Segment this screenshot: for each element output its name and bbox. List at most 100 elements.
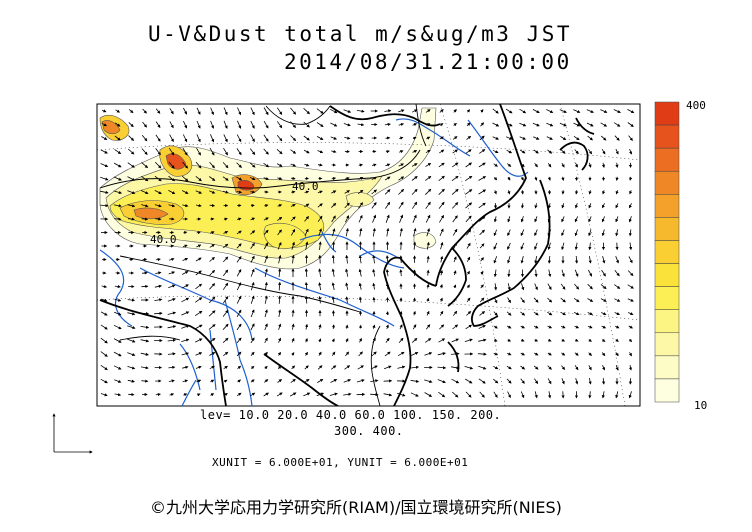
wind-arrow [627, 109, 635, 113]
chart-title: U-V&Dust total m/s&ug/m3 JST [148, 22, 573, 46]
wind-arrow [303, 108, 310, 115]
wind-arrow [505, 122, 513, 127]
wind-arrow [493, 242, 498, 250]
wind-arrow [425, 201, 431, 209]
wind-arrow [113, 338, 122, 343]
wind-arrow [465, 162, 473, 168]
wind-arrow [561, 242, 565, 251]
wind-arrow [209, 256, 216, 262]
wind-arrow [128, 109, 134, 114]
wind-arrow [464, 378, 473, 384]
wind-arrow [547, 311, 553, 316]
wind-arrow [426, 123, 431, 127]
wind-arrow [439, 310, 444, 316]
wind-arrow [209, 203, 216, 208]
wind-arrow [290, 228, 296, 236]
wind-arrow [412, 310, 416, 316]
wind-arrow [614, 298, 621, 302]
wind-arrow [264, 204, 269, 208]
wind-arrow [507, 256, 511, 264]
wind-arrow [480, 271, 484, 275]
wind-arrow [399, 269, 403, 277]
wind-arrow [453, 284, 457, 289]
wind-arrow [506, 365, 512, 370]
wind-arrow [209, 176, 216, 181]
wind-arrow [574, 162, 578, 168]
wind-arrow [155, 148, 161, 156]
wind-arrow [276, 107, 283, 115]
wind-arrow [208, 338, 216, 343]
wind-arrow [127, 204, 136, 208]
wind-arrow [223, 351, 229, 357]
wind-arrow [222, 162, 229, 169]
wind-arrow [629, 242, 633, 251]
wind-arrow [398, 176, 405, 181]
wind-arrow [250, 190, 256, 194]
wind-arrow [210, 393, 215, 397]
wind-arrow [278, 295, 282, 304]
wind-arrow [520, 216, 524, 223]
wind-arrow [168, 161, 175, 169]
wind-arrow [209, 161, 215, 169]
wind-arrow [399, 324, 403, 330]
wind-arrow [332, 228, 336, 237]
wind-arrow [264, 281, 268, 291]
wind-arrow [304, 190, 310, 194]
copyright-credit: ©九州大学応用力学研究所(RIAM)/国立環境研究所(NIES) [150, 498, 562, 517]
contour-label: 40.0 [150, 233, 177, 246]
wind-arrow [140, 190, 149, 194]
wind-arrow [304, 365, 309, 370]
wind-arrow [263, 217, 269, 221]
wind-arrow [561, 176, 565, 181]
wind-arrow [451, 188, 459, 195]
wind-arrow [114, 284, 121, 289]
wind-arrow [453, 270, 457, 276]
wind-arrow [183, 393, 188, 397]
wind-arrow [223, 134, 228, 143]
wind-arrow [210, 107, 214, 116]
wind-arrow [291, 309, 295, 317]
wind-arrow [370, 393, 379, 397]
wind-arrow [208, 310, 216, 317]
wind-arrow [426, 241, 430, 250]
wind-arrow [629, 176, 633, 181]
wind-arrow [113, 176, 122, 181]
wind-arrow [602, 365, 606, 371]
wind-arrow [331, 296, 335, 304]
wind-arrow [426, 228, 430, 237]
wind-arrow [358, 324, 362, 329]
wind-arrow [425, 338, 432, 343]
wind-arrow [277, 351, 281, 356]
wind-arrow [236, 268, 242, 277]
wind-arrow [547, 149, 553, 154]
wind-arrow [534, 269, 538, 278]
wind-arrow [277, 365, 282, 370]
wind-arrow [127, 366, 136, 370]
wind-arrow [492, 108, 499, 114]
wind-arrow [277, 379, 283, 383]
wind-arrow [385, 136, 391, 140]
wind-arrow [534, 283, 538, 291]
wind-vectors [100, 107, 635, 399]
wind-arrow [439, 324, 445, 330]
wind-arrow [385, 269, 389, 277]
wind-arrow [574, 149, 579, 155]
color-bar-swatch [654, 240, 680, 264]
wind-arrow [331, 365, 337, 370]
vector-unit-text: XUNIT = 6.000E+01, YUNIT = 6.000E+01 [212, 456, 469, 469]
wind-arrow [182, 147, 188, 156]
wind-arrow [181, 338, 190, 342]
wind-arrow [466, 135, 472, 140]
wind-arrow [304, 268, 308, 278]
wind-arrow [100, 163, 109, 168]
wind-arrow [614, 284, 621, 289]
wind-arrow [546, 109, 554, 113]
wind-arrow [478, 202, 486, 209]
wind-arrow [222, 190, 229, 194]
wind-arrow [519, 108, 527, 114]
wind-arrow [127, 379, 135, 383]
wind-arrow [615, 229, 619, 237]
wind-arrow [372, 324, 376, 329]
wind-arrow [588, 216, 592, 223]
wind-arrow [181, 324, 190, 329]
